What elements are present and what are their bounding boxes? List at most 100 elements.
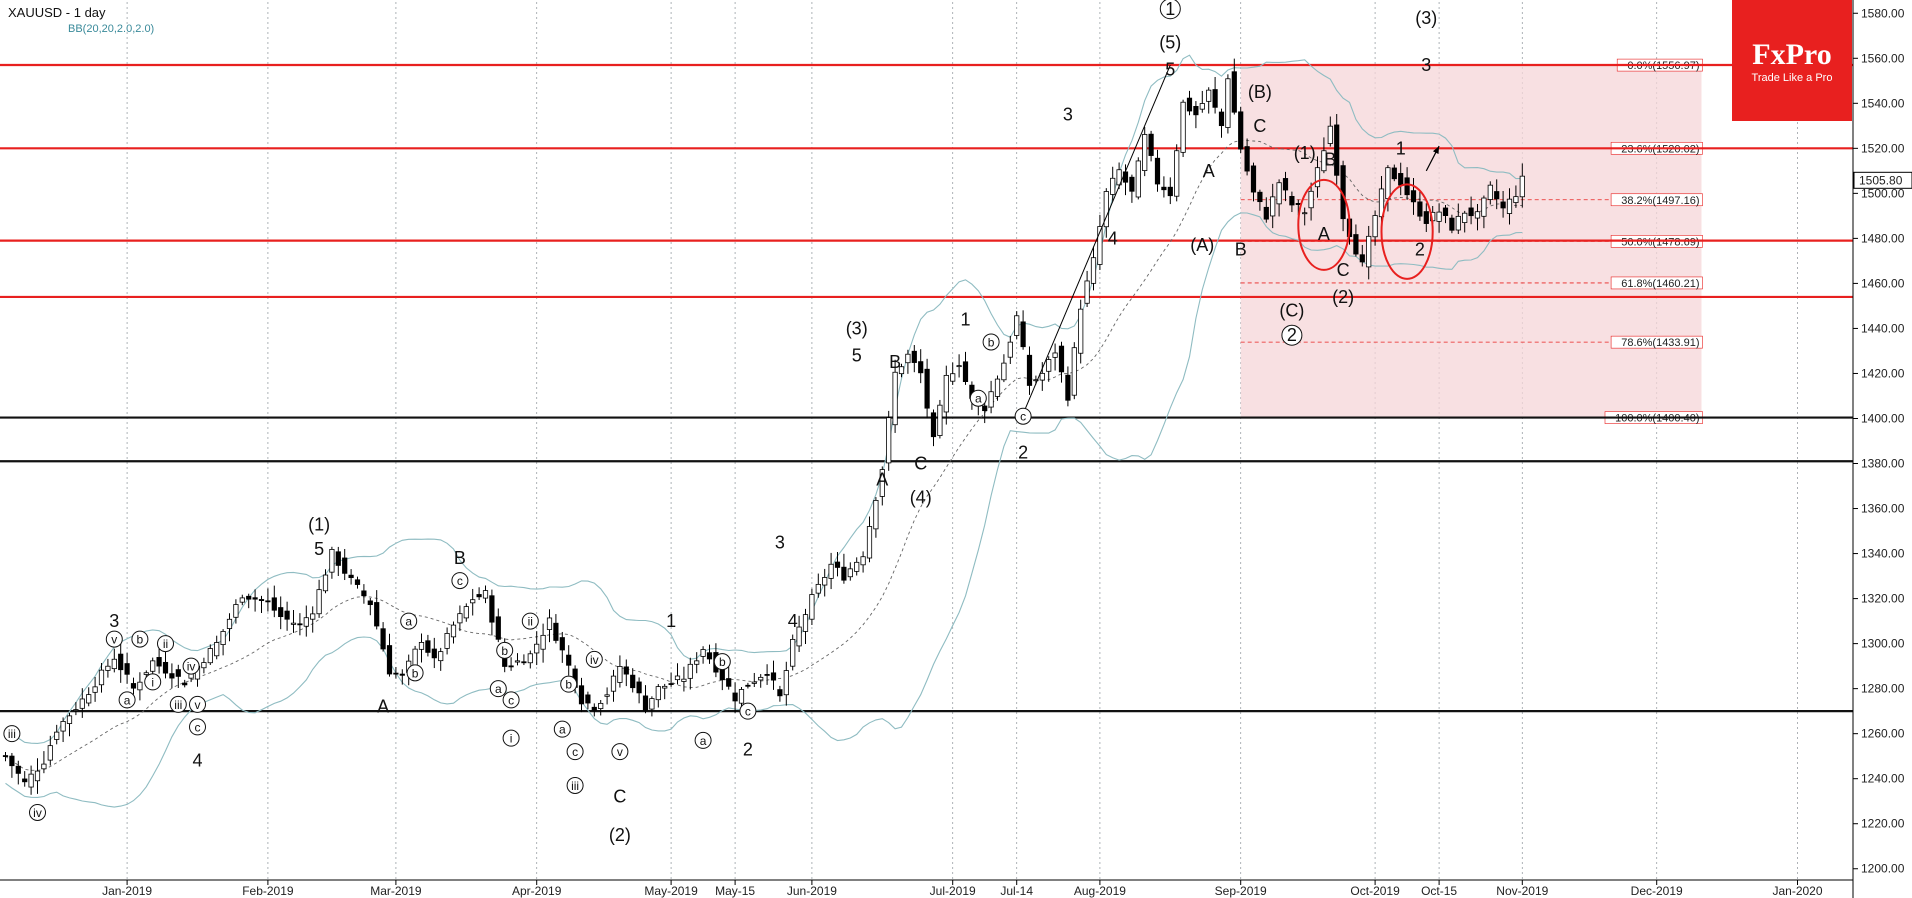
x-tick-label: Oct-15 [1421,884,1457,898]
candle-body [374,602,380,627]
bollinger-middle-band [5,139,1523,771]
x-tick-label: Jan-2020 [1772,884,1822,898]
candle-body [610,675,617,692]
candle-body [822,577,828,586]
wave-label: (3) [1415,8,1437,28]
candle-body [873,499,879,530]
candle-body [220,631,226,645]
candle-body [278,607,284,618]
candle-body [1455,215,1461,231]
y-tick-label: 1220.00 [1861,817,1905,831]
wave-label-circled: c [508,693,514,707]
candle-body [1225,78,1231,128]
wave-label: 1 [1396,138,1406,158]
wave-label: 4 [788,611,798,631]
fibonacci-level-label: 61.8%(1460.21) [1621,278,1699,290]
wave-label-circle [489,680,507,698]
wave-label-circle [182,657,200,675]
candle-body [92,686,98,693]
candle-body [105,665,111,671]
highlight-circle [1380,183,1434,280]
bollinger-upper-band [5,54,1523,744]
y-tick-label: 1400.00 [1861,411,1905,425]
candle-body [438,651,444,662]
x-tick-label: Aug-2019 [1074,884,1126,898]
wave-label: 2 [1018,442,1028,462]
candle-body [60,721,66,732]
candle-body [655,686,661,701]
wave-label: B [889,352,901,372]
wave-label: 3 [109,611,119,631]
candle-body [1423,211,1429,224]
candle-body [162,661,169,674]
candle-body [1378,188,1385,218]
wave-label-circled: iii [571,779,579,793]
wave-label-circled: a [405,615,412,629]
candle-body [802,614,809,632]
wave-label: (1) [1294,143,1316,163]
candle-body [777,689,783,697]
wave-label-circled: ii [163,637,168,651]
wave-label: C [914,454,927,474]
candle-body [796,626,802,647]
y-tick-label: 1300.00 [1861,637,1905,651]
y-tick-label: 1480.00 [1861,231,1905,245]
fibonacci-level-label: 78.6%(1433.91) [1621,337,1699,349]
wave-label-circle [406,664,424,682]
wave-label-circled: c [457,574,463,588]
wave-label: 5 [1165,60,1175,80]
candle-body [1442,207,1449,216]
candle-body [553,622,559,641]
candle-body [86,694,92,704]
candle-body [386,645,393,675]
candle-body [809,594,815,620]
candle-body [1058,345,1065,373]
candle-body [898,366,905,375]
candle-body [636,681,642,694]
candle-body [9,755,15,767]
wave-label-circled: iv [590,653,599,667]
candle-body [527,653,533,664]
wave-label-circle [105,630,123,648]
wave-label-circle [969,389,987,407]
wave-label: (4) [910,487,932,507]
candle-body [1065,374,1071,401]
wave-label-circled: c [1020,410,1026,424]
candle-body [700,649,706,657]
candle-body [463,606,469,619]
candle-body [943,374,949,413]
candle-body [265,600,271,603]
candle-body [662,685,668,689]
wave-label: C [613,787,626,807]
highlight-circle [1297,178,1351,271]
wave-label-circle [29,803,46,821]
candle-body [1391,167,1397,180]
candle-body [540,634,546,650]
y-tick-label: 1500.00 [1861,186,1905,200]
candle-body [470,599,476,604]
wave-label-circled: i [151,675,154,689]
candle-body [905,353,911,364]
candle-body [444,633,450,649]
candle-body [54,731,60,740]
candle-body [911,350,917,363]
wave-label-circle [560,675,578,693]
wave-label: (5) [1159,33,1181,53]
candle-body [489,595,495,623]
candle-body [1174,150,1180,197]
candle-body [412,648,418,667]
brand-box[interactable]: FxPro Trade Like a Pro [1732,0,1852,121]
y-tick-label: 1240.00 [1861,772,1905,786]
wave-label-circled: a [559,723,566,737]
candle-body [290,622,297,625]
candle-body [1334,124,1340,176]
candle-body [578,685,585,705]
candle-body [79,698,85,709]
fibonacci-label-box [1610,193,1703,207]
candle-body [1193,106,1199,116]
wave-label-circle [566,743,584,761]
wave-label-circle [131,630,149,648]
candle-body [623,666,629,675]
wave-label-circle [189,695,206,713]
